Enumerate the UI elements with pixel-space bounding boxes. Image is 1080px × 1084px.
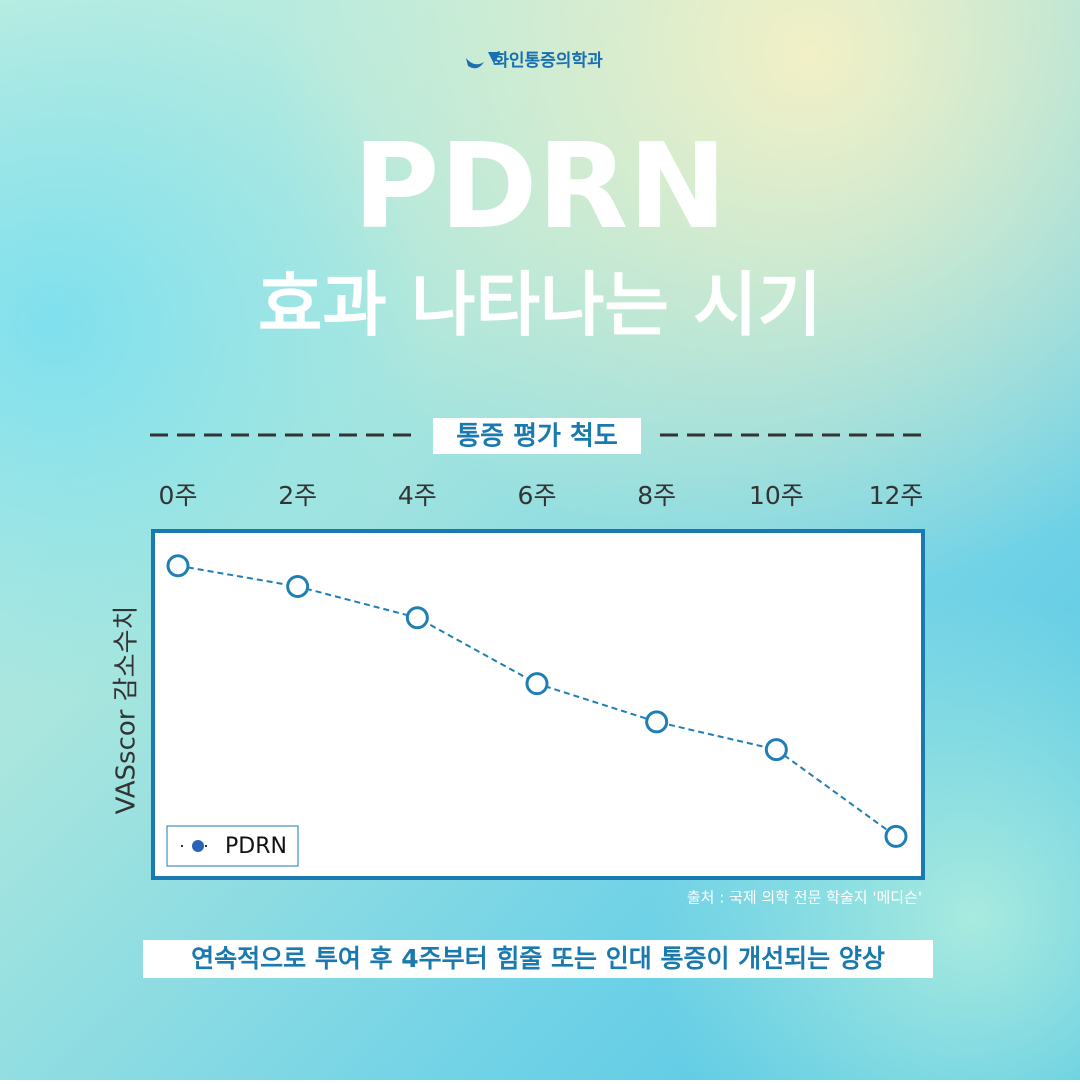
x-tick-label: 0주: [159, 481, 198, 510]
chart-title: 통증 평가 척도: [456, 422, 618, 452]
title: PDRN: [353, 117, 727, 255]
data-point: [405, 606, 429, 630]
logo-icon: [466, 52, 500, 69]
data-point: [764, 738, 788, 762]
data-point: [525, 672, 549, 696]
x-tick-label: 6주: [518, 481, 557, 510]
data-point: [645, 710, 669, 734]
data-point: [286, 575, 310, 599]
footer-bg: [143, 940, 933, 978]
legend-marker: [192, 840, 204, 852]
plot-area: [151, 529, 925, 880]
x-tick-label: 2주: [278, 481, 317, 510]
legend-box: [166, 825, 299, 867]
subtitle: 효과 나타나는 시기: [258, 264, 822, 346]
footer: 연속적으로 투여 후 4주부터 힘줄 또는 인대 통증이 개선되는 양상: [191, 944, 885, 973]
y-axis-label: VASscor 감소수치: [112, 606, 142, 815]
data-point: [884, 824, 908, 848]
data-point: [166, 554, 190, 578]
section-label-bg: [433, 418, 641, 454]
source: 출처 : 국제 의학 전문 학술지 '메디슨': [687, 889, 922, 907]
legend-label: PDRN: [225, 834, 287, 859]
logo: 화인통증의학과: [493, 51, 603, 71]
x-tick-label: 12주: [869, 481, 924, 510]
x-tick-label: 10주: [749, 481, 804, 510]
x-tick-label: 8주: [637, 481, 676, 510]
x-tick-label: 4주: [398, 481, 437, 510]
